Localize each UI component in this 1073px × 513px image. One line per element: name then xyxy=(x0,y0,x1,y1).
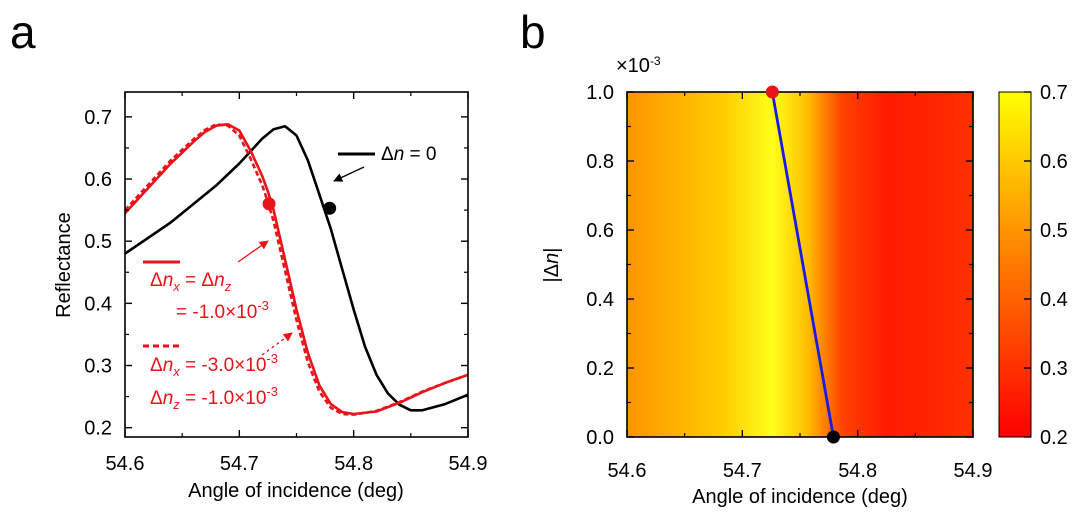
b-x-tick-label: 54.6 xyxy=(608,460,647,482)
b-y-tick-label: 0.6 xyxy=(586,220,614,242)
b-x-tick-label: 54.9 xyxy=(954,460,993,482)
panel-letter-a: a xyxy=(10,6,36,58)
marker-point-1 xyxy=(323,201,337,215)
b-y-tick-label: 0.8 xyxy=(586,151,614,173)
series-line-0 xyxy=(125,124,468,412)
resonance-line xyxy=(770,92,835,437)
x-tick-label: 54.6 xyxy=(106,453,145,475)
b-x-tick-label: 54.7 xyxy=(723,460,762,482)
legend-text-red-solid-2: = -1.0×10-3 xyxy=(176,298,269,323)
panel-b-heatmap: 54.6 54.7 54.8 54.9 0.0 0.2 0.4 0.6 0.8 1.0 ×10-3… xyxy=(541,54,1068,508)
panel-a-ylabel: Reflectance xyxy=(53,212,75,318)
heatmap-surface xyxy=(627,92,973,437)
colorbar-tick-label: 0.7 xyxy=(1040,82,1068,104)
y-tick-label: 0.2 xyxy=(84,418,112,440)
panel-a-chart: 54.6 54.7 54.8 54.9 0.2 0.3 0.4 0.5 0.6 0.7 Angle… xyxy=(53,91,488,502)
x-tick-label: 54.8 xyxy=(334,453,373,475)
y-tick-label: 0.4 xyxy=(84,293,112,315)
y-tick-label: 0.3 xyxy=(84,356,112,378)
y-tick-label: 0.6 xyxy=(84,169,112,191)
arrow-red-solid xyxy=(237,240,269,263)
legend-text-red-solid-1: Δnx = Δnz xyxy=(150,270,232,294)
colorbar-tick-label: 0.6 xyxy=(1040,151,1068,173)
heatmap-marker-1 xyxy=(826,430,840,444)
series-line-1 xyxy=(125,123,468,416)
panel-letter-b: b xyxy=(520,6,546,58)
marker-point-0 xyxy=(262,197,276,211)
colorbar-tick-label: 0.5 xyxy=(1040,220,1068,242)
x-tick-label: 54.9 xyxy=(449,453,488,475)
y-tick-label: 0.7 xyxy=(84,107,112,129)
colorbar-tick-label: 0.4 xyxy=(1040,289,1068,311)
panel-a-xlabel: Angle of incidence (deg) xyxy=(188,480,404,502)
legend-text-red-dashed-1: Δnx = -3.0×10-3 xyxy=(150,351,278,379)
arrow-black xyxy=(333,166,365,182)
b-y-tick-label: 1.0 xyxy=(586,82,614,104)
b-y-tick-label: 0.0 xyxy=(586,427,614,449)
legend-text-red-dashed-2: Δnz = -1.0×10-3 xyxy=(150,384,278,412)
x-tick-label: 54.7 xyxy=(220,453,259,475)
y-tick-label: 0.5 xyxy=(84,231,112,253)
panel-b-xlabel: Angle of incidence (deg) xyxy=(692,486,908,508)
legend-text-black: Δn = 0 xyxy=(381,144,437,165)
heatmap-marker-0 xyxy=(765,85,779,99)
b-x-tick-label: 54.8 xyxy=(838,460,877,482)
arrow-red-dashed xyxy=(261,332,293,356)
panel-b-y-multiplier: ×10-3 xyxy=(616,54,661,77)
panel-b-ylabel: |Δn| xyxy=(541,248,563,283)
colorbar-tick-label: 0.2 xyxy=(1040,427,1068,449)
colorbar xyxy=(998,91,1032,438)
b-y-tick-label: 0.4 xyxy=(586,289,614,311)
colorbar-tick-label: 0.3 xyxy=(1040,358,1068,380)
b-y-tick-label: 0.2 xyxy=(586,358,614,380)
